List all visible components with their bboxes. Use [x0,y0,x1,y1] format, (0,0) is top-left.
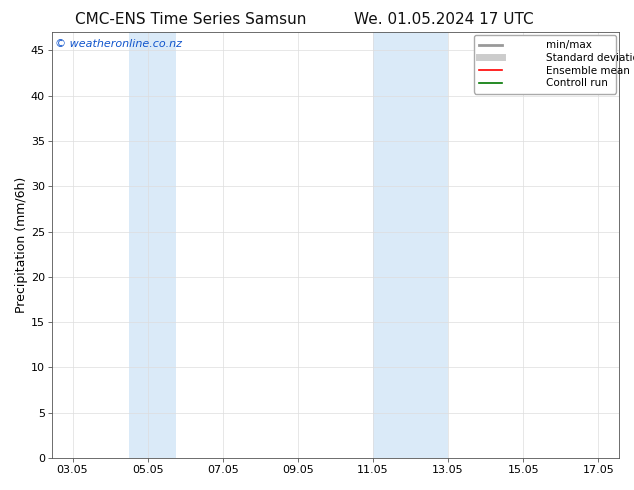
Y-axis label: Precipitation (mm/6h): Precipitation (mm/6h) [15,177,28,313]
Text: CMC-ENS Time Series Samsun: CMC-ENS Time Series Samsun [75,12,306,27]
Text: We. 01.05.2024 17 UTC: We. 01.05.2024 17 UTC [354,12,534,27]
Legend: min/max, Standard deviation, Ensemble mean run, Controll run: min/max, Standard deviation, Ensemble me… [474,35,616,94]
Text: © weatheronline.co.nz: © weatheronline.co.nz [55,39,182,49]
Bar [373,32,448,458]
Bar [129,32,176,458]
